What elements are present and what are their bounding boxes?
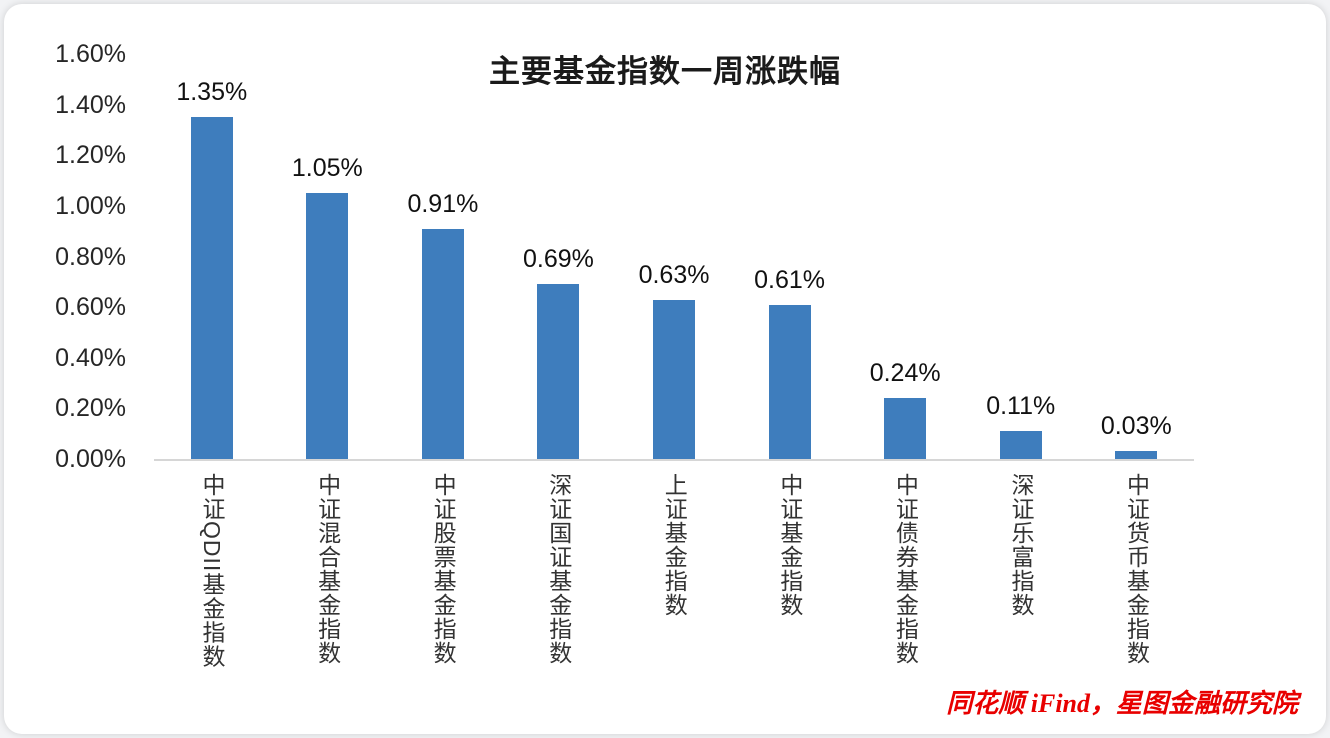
y-axis-tick-label: 1.60% (55, 40, 126, 68)
category-label: 中证股票基金指数 (430, 473, 457, 665)
bar (884, 398, 927, 459)
y-axis-tick-label: 0.40% (55, 343, 126, 372)
bar-group: 0.61% 中证基金指数 (732, 54, 848, 617)
chart-title: 主要基金指数一周涨跌幅 (489, 54, 841, 89)
bar (653, 299, 696, 459)
y-axis-tick-label: 1.00% (55, 191, 126, 220)
bar-group: 0.24% 中证债券基金指数 (847, 54, 963, 665)
y-axis-tick-label: 0.20% (55, 394, 126, 423)
bar-group: 1.05% 中证混合基金指数 (270, 54, 386, 665)
y-axis-tick-label: 1.40% (55, 90, 126, 119)
bar-value-label: 1.35% (176, 78, 248, 107)
y-axis-tick-label: 0.60% (55, 293, 126, 322)
bar-group: 0.69% 深证国证基金指数 (501, 54, 617, 665)
bar (421, 228, 464, 459)
y-axis-tick-label: 0.80% (55, 242, 126, 271)
bar-value-label: 0.61% (754, 265, 826, 294)
bar (768, 304, 811, 459)
bar-group: 0.63% 上证基金指数 (616, 54, 732, 617)
bar-value-label: 1.05% (291, 154, 363, 183)
bar-group: 0.91% 中证股票基金指数 (385, 54, 501, 665)
bar-value-label: 0.11% (986, 392, 1056, 421)
bar-value-label: 0.69% (523, 245, 594, 274)
bar (999, 431, 1042, 459)
bar-value-label: 0.24% (869, 359, 941, 388)
bar (537, 284, 580, 459)
bar-group: 0.11% 深证乐富指数 (963, 54, 1079, 617)
category-label: 中证基金指数 (776, 473, 803, 617)
bar (1115, 451, 1158, 459)
plot-area: 1.35% 中证QDII基金指数 1.05% 中证混合基金指数 0.91% 中证股票基金指… (154, 54, 1195, 668)
y-axis-tick-label: 1.20% (55, 141, 126, 170)
category-label: 中证货币基金指数 (1123, 473, 1150, 665)
bar-group: 0.03% 中证货币基金指数 (1079, 54, 1195, 665)
bar-value-label: 0.03% (1100, 412, 1172, 441)
y-axis-tick-label: 0.00% (55, 445, 126, 473)
category-label: 中证混合基金指数 (314, 473, 341, 665)
bar (306, 193, 349, 459)
source-note: 同花顺 iFind，星图金融研究院 (946, 689, 1298, 718)
y-axis: 1.60% 1.40% 1.20% 1.00% 0.80% 0.60% 0.40% 0.20%… (4, 40, 132, 473)
bar-value-label: 0.63% (638, 260, 710, 289)
chart-card: 主要基金指数一周涨跌幅 1.60% 1.40% 1.20% 1.00% 0.80% 0.6… (4, 4, 1326, 734)
category-label: 中证QDII基金指数 (199, 473, 225, 669)
category-label: 深证乐富指数 (1007, 473, 1034, 617)
bar (190, 117, 233, 459)
bar-group: 1.35% 中证QDII基金指数 (154, 54, 270, 668)
category-label: 上证基金指数 (661, 473, 688, 617)
category-label: 中证债券基金指数 (892, 473, 919, 665)
bar-value-label: 0.91% (407, 189, 479, 218)
category-label: 深证国证基金指数 (545, 473, 572, 665)
